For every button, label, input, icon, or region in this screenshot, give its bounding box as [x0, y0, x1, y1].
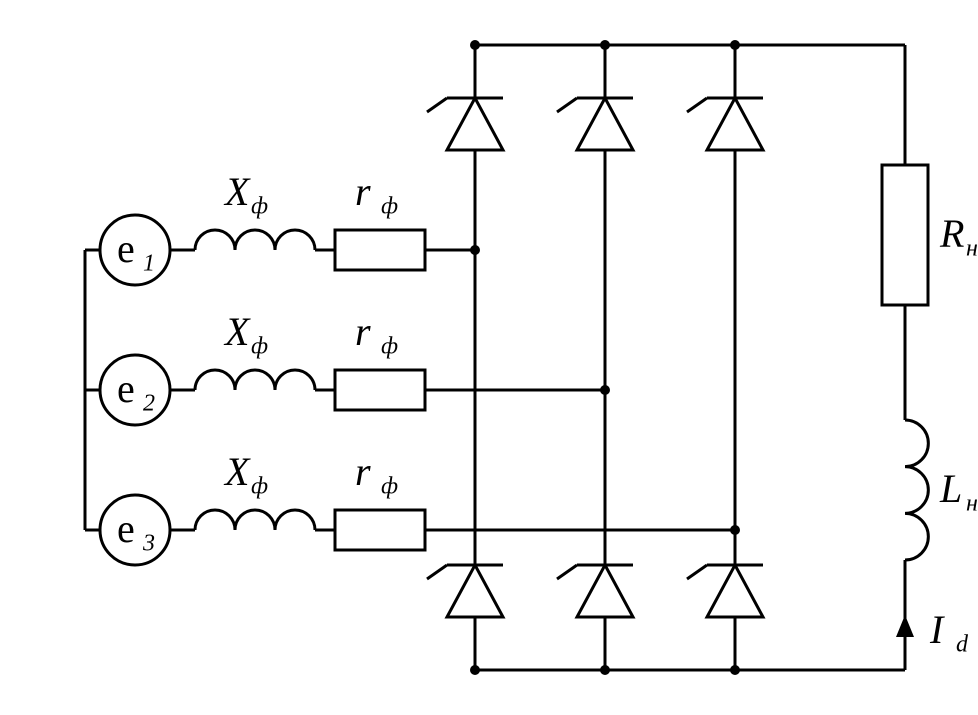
svg-text:ф: ф: [251, 193, 268, 219]
svg-text:1: 1: [143, 250, 155, 276]
svg-text:r: r: [355, 309, 371, 354]
svg-text:d: d: [956, 631, 969, 657]
svg-text:r: r: [355, 449, 371, 494]
svg-text:ф: ф: [381, 333, 398, 359]
svg-text:r: r: [355, 169, 371, 214]
svg-text:I: I: [929, 607, 945, 652]
svg-text:X: X: [223, 449, 251, 494]
svg-text:e: e: [117, 226, 135, 271]
svg-text:ф: ф: [381, 473, 398, 499]
svg-text:3: 3: [142, 530, 155, 556]
svg-text:R: R: [939, 211, 964, 256]
svg-text:ф: ф: [251, 333, 268, 359]
svg-text:н: н: [966, 490, 978, 516]
svg-text:e: e: [117, 506, 135, 551]
svg-text:н: н: [966, 235, 978, 261]
svg-text:e: e: [117, 366, 135, 411]
svg-text:ф: ф: [251, 473, 268, 499]
svg-text:ф: ф: [381, 193, 398, 219]
svg-text:2: 2: [143, 390, 155, 416]
svg-text:X: X: [223, 309, 251, 354]
svg-text:L: L: [939, 466, 962, 511]
svg-text:X: X: [223, 169, 251, 214]
